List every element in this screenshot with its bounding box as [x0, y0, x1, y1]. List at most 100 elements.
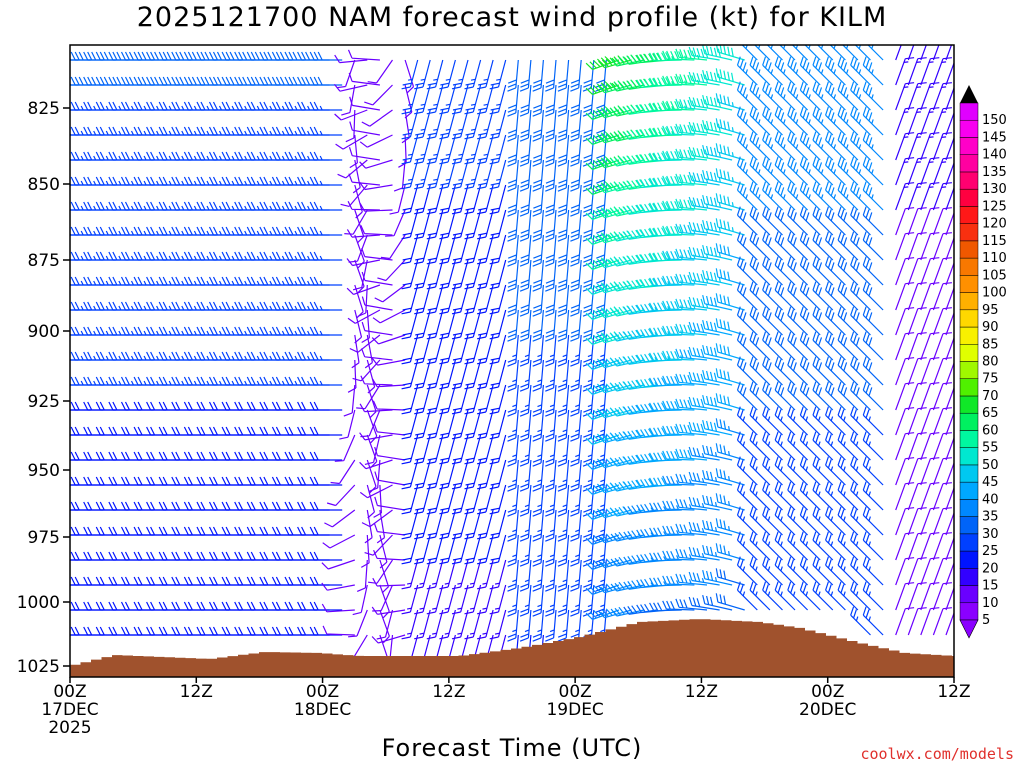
wind-barb — [762, 206, 783, 236]
wind-barb — [346, 284, 381, 295]
wind-barb — [825, 331, 846, 361]
wind-barb — [585, 232, 620, 245]
wind-barb — [862, 381, 884, 411]
wind-barb — [364, 534, 393, 556]
wind-barb — [545, 559, 557, 592]
wind-barb — [774, 106, 796, 136]
wind-barb — [762, 306, 783, 336]
wind-barb — [570, 159, 582, 192]
wind-barb — [476, 284, 494, 315]
wind-barb — [932, 232, 952, 261]
wind-barb — [439, 234, 456, 265]
wind-barb — [662, 475, 695, 486]
wind-barb — [945, 411, 954, 436]
x-tick-label: 00Z — [306, 682, 339, 702]
wind-barb — [799, 281, 821, 311]
wind-barb — [451, 584, 469, 615]
wind-barb — [715, 518, 745, 536]
wind-barb — [598, 256, 632, 269]
wind-barb — [774, 456, 796, 486]
wind-barb — [945, 61, 954, 86]
wind-barb — [787, 331, 809, 361]
wind-barb — [322, 625, 355, 636]
chart-title: 2025121700 NAM forecast wind profile (kt… — [136, 2, 888, 33]
wind-barb — [675, 273, 708, 286]
wind-barb — [336, 59, 356, 89]
colorbar-label: 75 — [982, 372, 999, 387]
wind-barb — [762, 131, 783, 161]
wind-barb — [945, 136, 954, 161]
wind-barb — [309, 576, 343, 586]
wind-barb — [675, 298, 708, 311]
wind-barb — [702, 294, 733, 311]
wind-barb — [570, 59, 582, 92]
wind-barb — [850, 206, 871, 236]
wind-barb — [787, 431, 809, 461]
wind-barb — [825, 431, 846, 461]
wind-barb — [476, 559, 494, 590]
wind-barb — [907, 557, 927, 586]
wind-barb — [774, 256, 796, 286]
wind-barb — [907, 432, 927, 461]
wind-barb — [545, 609, 557, 642]
wind-barb — [364, 509, 373, 544]
colorbar-swatch — [959, 395, 979, 414]
wind-barb — [532, 559, 544, 592]
wind-barb — [545, 509, 557, 542]
wind-barb — [519, 109, 532, 142]
wind-barb — [585, 609, 620, 620]
wind-barb — [736, 156, 758, 186]
wind-barb — [464, 334, 482, 365]
wind-barb — [374, 284, 406, 303]
wind-barb — [774, 356, 796, 386]
wind-barb — [610, 556, 645, 567]
wind-barb — [570, 184, 582, 217]
wind-barb — [532, 334, 544, 367]
wind-barb — [476, 534, 494, 565]
wind-barb — [787, 181, 809, 211]
wind-barb — [489, 109, 507, 140]
wind-barb — [414, 159, 431, 190]
wind-barb — [837, 181, 859, 211]
wind-barb — [920, 257, 940, 286]
wind-barb — [464, 509, 482, 540]
wind-barb — [570, 134, 582, 167]
wind-barb — [662, 150, 695, 161]
wind-barb — [702, 594, 733, 611]
wind-barb — [774, 431, 796, 461]
wind-barb — [361, 109, 393, 127]
wind-barb — [837, 331, 859, 361]
wind-barb — [426, 484, 444, 515]
wind-barb — [532, 609, 544, 642]
wind-barb — [585, 408, 620, 420]
wind-barb — [507, 609, 519, 642]
wind-barb — [854, 45, 871, 61]
colorbar-label: 130 — [982, 182, 1007, 197]
wind-barb — [799, 231, 821, 261]
wind-barb — [532, 459, 544, 492]
wind-barb — [774, 331, 796, 361]
wind-barb — [557, 259, 570, 292]
wind-barb — [649, 427, 682, 437]
wind-barb — [920, 357, 940, 386]
wind-barb — [787, 81, 809, 111]
wind-barb — [401, 109, 419, 140]
wind-barb — [426, 109, 444, 140]
wind-barb — [489, 284, 507, 315]
wind-barb — [519, 234, 532, 267]
wind-barb — [688, 446, 720, 461]
wind-barb — [945, 236, 954, 261]
wind-barb — [749, 456, 771, 486]
wind-barb — [774, 556, 796, 586]
wind-barb — [895, 82, 915, 111]
wind-barb — [610, 305, 645, 317]
wind-barb — [762, 456, 783, 486]
wind-barb — [688, 196, 720, 211]
wind-barb — [907, 232, 927, 261]
wind-barb — [570, 284, 582, 317]
wind-barb — [451, 84, 469, 115]
wind-barb — [895, 132, 915, 161]
wind-barb — [464, 284, 482, 315]
wind-barb — [799, 531, 821, 561]
wind-barb — [570, 334, 582, 367]
